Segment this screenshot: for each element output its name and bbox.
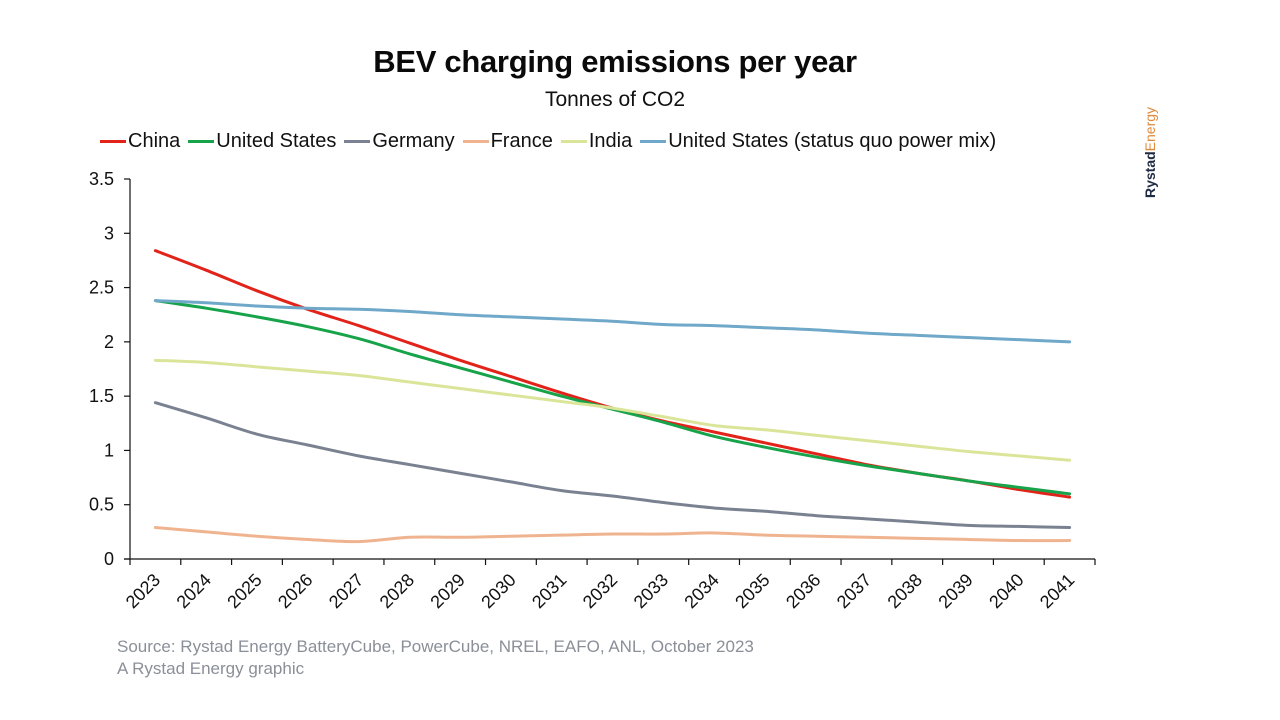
x-tick-label: 2028: [376, 570, 418, 612]
x-tick-label: 2024: [173, 570, 215, 612]
legend-item-india: India: [560, 130, 633, 153]
x-tick-label: 2027: [325, 570, 367, 612]
legend-label-germany: Germany: [372, 130, 455, 152]
legend-item-us-status-quo: United States (status quo power mix): [640, 130, 996, 153]
series-line-united-states: [153, 299, 1072, 496]
x-tick-label: 2033: [630, 570, 672, 612]
x-tick-label: 2034: [680, 570, 722, 612]
legend-swatch-india: [560, 140, 587, 143]
chart-series-lines: [153, 249, 1072, 544]
chart-legend: China United States Germany France India…: [100, 130, 1004, 153]
x-tick-label: 2040: [985, 570, 1027, 612]
y-tick-label: 3.5: [89, 169, 114, 189]
x-tick-label: 2037: [833, 570, 875, 612]
chart-title: BEV charging emissions per year: [373, 44, 857, 79]
x-tick-label: 2032: [579, 570, 621, 612]
source-note: Source: Rystad Energy BatteryCube, Power…: [117, 637, 754, 656]
x-tick-label: 2025: [223, 570, 265, 612]
legend-item-germany: Germany: [344, 130, 455, 153]
y-tick-label: 1: [104, 440, 114, 460]
x-tick-label: 2031: [528, 570, 570, 612]
series-line-china: [153, 249, 1072, 499]
legend-swatch-germany: [344, 140, 371, 143]
x-tick-label: 2038: [884, 570, 926, 612]
x-tick-label: 2039: [934, 570, 976, 612]
x-tick-label: 2029: [427, 570, 469, 612]
y-tick-label: 0.5: [89, 495, 114, 515]
y-tick-label: 2: [104, 332, 114, 352]
legend-item-united-states: United States: [188, 130, 336, 153]
legend-swatch-france: [462, 140, 489, 143]
x-tick-label: 2026: [274, 570, 316, 612]
legend-swatch-china: [100, 140, 126, 143]
y-tick-label: 1.5: [89, 386, 114, 406]
x-tick-label: 2041: [1036, 570, 1078, 612]
legend-label-china: China: [128, 130, 181, 152]
x-tick-label: 2036: [782, 570, 824, 612]
chart-axes: 0 0.5 1 1.5 2 2.5 3 3.5 2023 2024 2025 2026 2027 2028…: [89, 169, 1096, 612]
legend-label-france: France: [490, 130, 553, 152]
series-line-germany: [153, 401, 1072, 530]
legend-label-india: India: [588, 130, 633, 152]
legend-item-china: China: [100, 130, 180, 153]
y-tick-label: 0: [104, 549, 114, 569]
legend-label-us-status-quo: United States (status quo power mix): [668, 130, 997, 152]
y-tick-label: 3: [104, 223, 114, 243]
legend-label-united-states: United States: [216, 130, 337, 152]
legend-item-france: France: [462, 130, 553, 153]
x-tick-label: 2035: [731, 570, 773, 612]
chart-subtitle: Tonnes of CO2: [544, 88, 686, 111]
series-line-india: [153, 358, 1072, 462]
x-tick-label: 2030: [477, 570, 519, 612]
credit-note: A Rystad Energy graphic: [117, 659, 305, 678]
chart-footer: Source: Rystad Energy BatteryCube, Power…: [117, 636, 754, 680]
series-line-france: [153, 526, 1072, 544]
series-line-united-states-status-quo-power-mix: [153, 299, 1072, 344]
legend-swatch-us-status-quo: [640, 140, 667, 143]
legend-swatch-united-states: [188, 140, 215, 143]
x-tick-label: 2023: [122, 570, 164, 612]
y-tick-label: 2.5: [89, 278, 114, 298]
